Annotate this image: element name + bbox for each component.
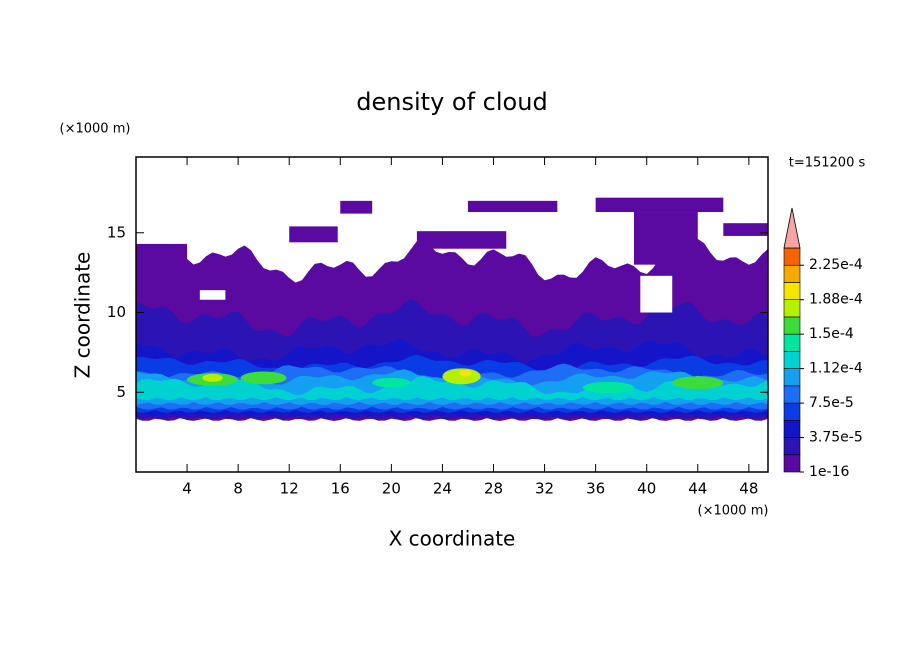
colorbar-box <box>783 437 801 456</box>
x-tick-label: 4 <box>182 480 192 498</box>
contour-patch <box>340 200 373 214</box>
x-tick-label: 32 <box>535 480 554 498</box>
x-tick-label: 40 <box>637 480 656 498</box>
colorbar-box <box>783 420 801 438</box>
x-tick-label: 48 <box>739 480 758 498</box>
colorbar-box <box>783 264 801 283</box>
x-tick-label: 28 <box>484 480 503 498</box>
colorbar-box <box>783 368 801 387</box>
y-axis-title: Z coordinate <box>71 252 95 379</box>
contour-patch <box>633 212 698 265</box>
contour-blob <box>372 377 411 388</box>
clear-area <box>199 290 226 300</box>
contour-blob <box>202 373 223 382</box>
y-unit: (×1000 m) <box>60 122 131 137</box>
plot-frame <box>135 156 769 473</box>
x-tick-label: 44 <box>688 480 707 498</box>
time-label: t=151200 s <box>789 156 866 171</box>
colorbar-box <box>783 282 801 300</box>
colorbar-label: 1.88e-4 <box>809 292 863 308</box>
colorbar-label: 1e-16 <box>809 464 849 480</box>
colorbar-box <box>783 385 801 404</box>
contour-blob <box>459 369 472 377</box>
x-tick-label: 16 <box>331 480 350 498</box>
colorbar-label: 3.75e-5 <box>809 430 863 446</box>
colorbar-box <box>783 351 801 369</box>
chart-title: density of cloud <box>356 88 547 116</box>
x-tick-label: 36 <box>586 480 605 498</box>
colorbar-box <box>783 247 801 266</box>
colorbar-box <box>783 454 801 473</box>
y-tick-label: 10 <box>107 303 126 321</box>
contour-patch <box>289 226 338 243</box>
contour-blob <box>582 381 634 394</box>
contour-blob <box>672 376 724 390</box>
colorbar-label: 7.5e-5 <box>809 395 854 411</box>
colorbar-box <box>783 316 801 335</box>
colorbar-label: 1.5e-4 <box>809 326 854 342</box>
contour-patch <box>136 243 188 265</box>
contour-patch <box>595 197 724 213</box>
clear-area <box>640 275 673 313</box>
x-tick-label: 24 <box>433 480 452 498</box>
y-tick-label: 15 <box>107 223 126 241</box>
colorbar-label: 2.25e-4 <box>809 257 863 273</box>
contour-patch <box>723 223 768 236</box>
x-unit: (×1000 m) <box>698 504 769 519</box>
x-tick-label: 8 <box>233 480 243 498</box>
colorbar-extend <box>783 207 801 249</box>
x-tick-label: 12 <box>280 480 299 498</box>
colorbar-label: 1.12e-4 <box>809 361 863 377</box>
contour-band <box>136 375 768 401</box>
colorbar-box <box>783 333 801 352</box>
y-tick-label: 5 <box>116 383 126 401</box>
colorbar-box <box>783 402 801 421</box>
contour-blob <box>240 371 287 385</box>
contour-patch <box>467 200 558 213</box>
contour-patch <box>416 231 507 249</box>
colorbar-box <box>783 299 801 318</box>
x-tick-label: 20 <box>382 480 401 498</box>
x-axis-title: X coordinate <box>389 527 516 551</box>
